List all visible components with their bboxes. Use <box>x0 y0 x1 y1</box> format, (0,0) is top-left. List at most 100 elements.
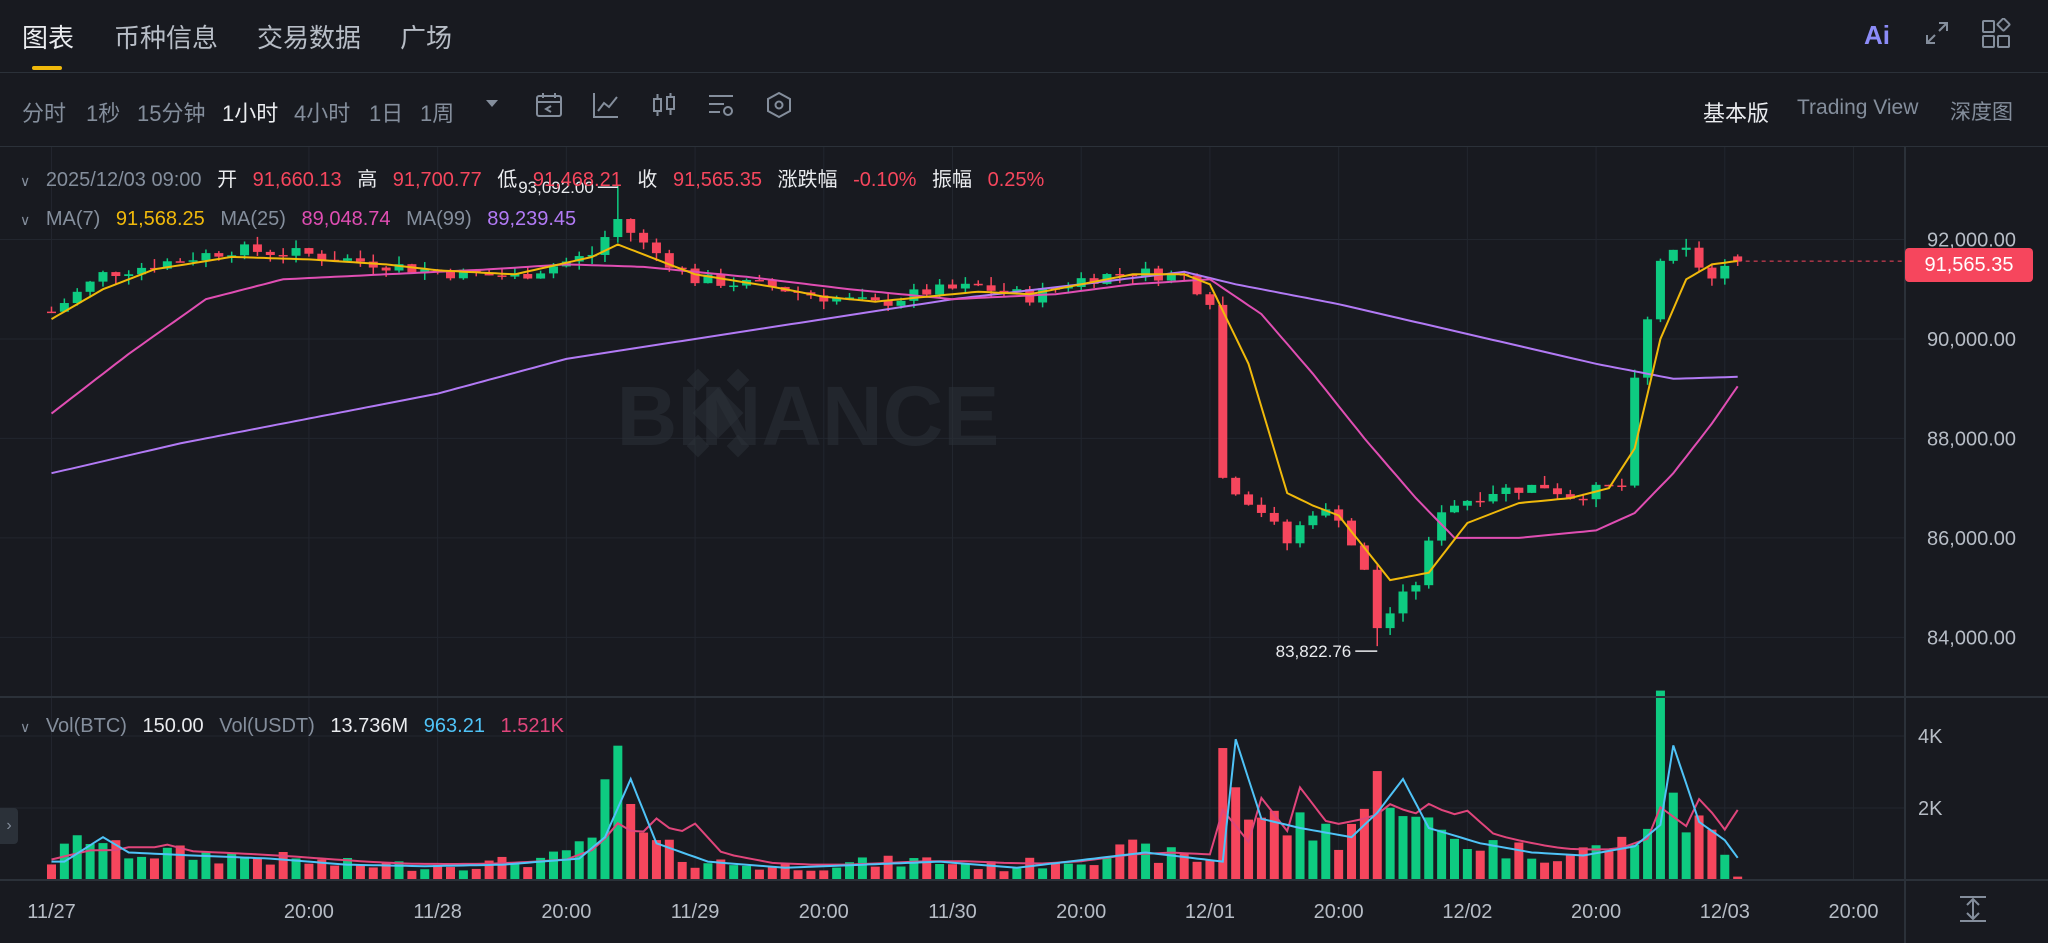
volume-bar <box>343 857 353 880</box>
version-depth[interactable]: 深度图 <box>1950 101 2013 124</box>
candle-body <box>1552 488 1562 495</box>
candle-body <box>896 300 906 306</box>
volume-bar <box>278 852 288 880</box>
volume-bar <box>561 850 571 880</box>
vol-ma-b-value: 1.521K <box>500 715 564 737</box>
candle-body <box>1372 569 1382 629</box>
candle-body <box>458 269 468 279</box>
volume-bar <box>162 847 172 880</box>
candle-body <box>754 279 764 282</box>
tab-chart[interactable]: 图表 <box>22 23 75 53</box>
timeframe-1h[interactable]: 1小时 <box>222 101 279 126</box>
candle-body <box>870 297 880 301</box>
volume-bar <box>1514 842 1524 880</box>
candle-body <box>1720 265 1730 279</box>
moving-average-lines <box>50 243 1739 582</box>
x-tick-label: 20:00 <box>799 901 849 923</box>
volume-bar <box>909 858 919 880</box>
collapse-caret-icon[interactable]: ∨ <box>20 212 31 228</box>
collapse-caret-icon[interactable]: ∨ <box>20 719 31 735</box>
volume-bar <box>1488 840 1498 880</box>
volume-bar <box>690 867 700 880</box>
timeframe-time[interactable]: 分时 <box>22 101 67 126</box>
volume-bar <box>1501 858 1511 880</box>
vol-y-tick-label: 2K <box>1918 798 1943 820</box>
volume-bar <box>1707 829 1717 880</box>
volume-bar <box>935 863 945 880</box>
candle-body <box>883 300 893 306</box>
volume-bar <box>677 861 687 880</box>
timeframe-4h[interactable]: 4小时 <box>294 101 351 126</box>
low-label: 低 <box>497 169 518 191</box>
candle-body <box>935 284 945 295</box>
volume-bar <box>240 856 250 880</box>
candle-body <box>819 295 829 302</box>
x-tick-label: 20:00 <box>1828 901 1878 923</box>
tab-square[interactable]: 广场 <box>400 23 453 53</box>
timeframe-15m[interactable]: 15分钟 <box>137 101 206 126</box>
ohlc-datetime: 2025/12/03 09:00 <box>45 169 202 191</box>
volume-bar <box>1321 823 1331 880</box>
volume-bar <box>1102 858 1112 880</box>
volume-bar <box>1128 839 1138 880</box>
x-tick-label: 11/27 <box>27 901 76 923</box>
candle-body <box>613 219 623 238</box>
volume-bar <box>1449 838 1459 880</box>
indicator-icon[interactable] <box>591 90 621 120</box>
volume-bar <box>1372 771 1382 880</box>
candle-body <box>523 273 533 279</box>
candle-body <box>1565 494 1575 499</box>
hexagon-icon[interactable] <box>764 90 794 120</box>
fit-axis-icon[interactable] <box>1960 896 1986 922</box>
open-value: 91,660.13 <box>252 169 342 191</box>
volume-bar <box>265 864 275 880</box>
binance-watermark: BINANCE <box>617 369 1000 463</box>
candle-body <box>291 248 301 256</box>
version-tradingview[interactable]: Trading View <box>1797 96 1919 119</box>
vol-btc-label: Vol(BTC) <box>45 715 127 737</box>
candle-body <box>278 254 288 257</box>
volume-bar <box>626 803 636 880</box>
volume-bar <box>1385 807 1395 880</box>
layout-grid-icon[interactable] <box>1980 17 2012 57</box>
candle-type-icon[interactable] <box>649 90 679 120</box>
ai-icon[interactable]: Ai <box>1864 20 1890 50</box>
candle-body <box>1141 268 1151 277</box>
candle-body <box>137 267 147 275</box>
volume-bar <box>870 866 880 880</box>
volume-bar <box>1256 817 1266 880</box>
version-basic[interactable]: 基本版 <box>1703 101 1770 126</box>
x-tick-label: 20:00 <box>1056 901 1106 923</box>
volume-bar <box>613 745 623 880</box>
candle-body <box>651 242 661 254</box>
ma99-value: 89,239.45 <box>487 208 577 230</box>
timeframe-1s[interactable]: 1秒 <box>86 101 121 126</box>
candle-body <box>59 303 69 312</box>
collapse-caret-icon[interactable]: ∨ <box>20 173 31 189</box>
high-marker-label: 93,092.00 <box>518 178 594 197</box>
candle-body <box>1733 256 1743 262</box>
tab-coin-info[interactable]: 币种信息 <box>114 23 219 53</box>
chart-toolbar: 分时 1秒 15分钟 1小时 4小时 1日 1周 基本版 Trading Vie… <box>0 72 2048 147</box>
candle-body <box>767 280 777 287</box>
calendar-icon[interactable] <box>534 90 564 120</box>
candle-body <box>368 261 378 268</box>
volume-bar <box>98 843 108 880</box>
timeframe-1w[interactable]: 1周 <box>420 101 455 126</box>
volume-bar <box>587 837 597 880</box>
candle-body <box>1269 512 1279 522</box>
expand-panel-chevron-icon[interactable]: › <box>0 808 18 844</box>
volume-bar <box>1141 843 1151 880</box>
timeframe-1d[interactable]: 1日 <box>369 101 404 126</box>
candle-body <box>343 258 353 261</box>
candle-body <box>201 253 211 261</box>
volume-bar <box>1527 858 1537 880</box>
y-tick-label: 86,000.00 <box>1927 528 2016 550</box>
tab-trade-data[interactable]: 交易数据 <box>257 23 362 53</box>
expand-icon[interactable] <box>1922 18 1952 55</box>
volume-bar <box>664 839 674 880</box>
dropdown-caret-icon[interactable] <box>482 94 512 124</box>
settings-icon[interactable] <box>706 90 736 120</box>
candle-body <box>1385 613 1395 629</box>
